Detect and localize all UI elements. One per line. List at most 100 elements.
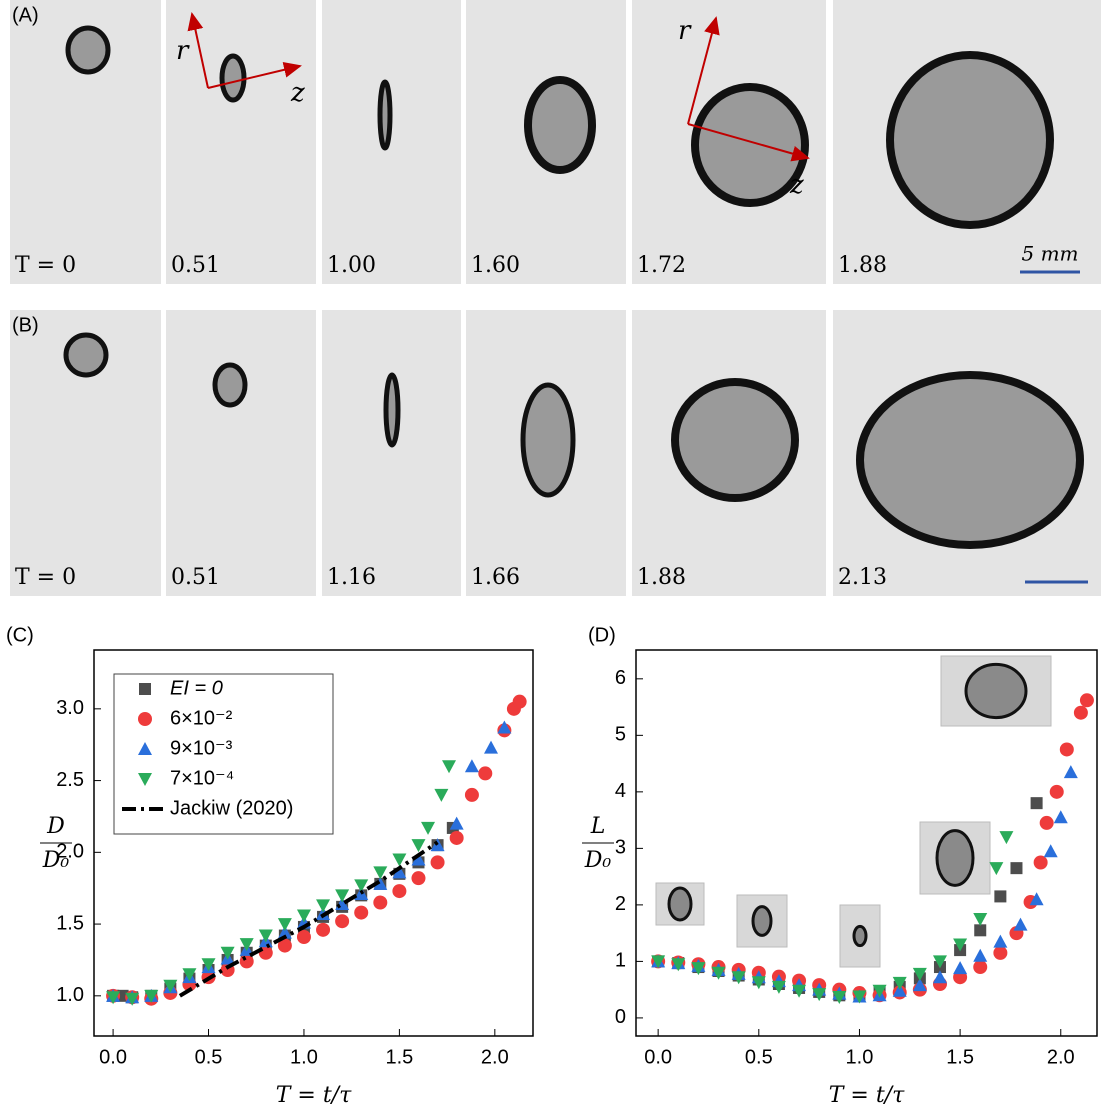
marker: [792, 984, 807, 998]
y-tick-label: 5: [615, 724, 626, 746]
droplet: [856, 371, 1084, 549]
marker: [354, 905, 369, 920]
marker: [373, 876, 388, 890]
marker: [296, 909, 311, 923]
marker: [974, 924, 987, 937]
droplet: [65, 25, 111, 75]
droplet: [383, 372, 401, 448]
time-label: 1.88: [637, 565, 686, 590]
marker: [478, 766, 493, 781]
marker: [277, 925, 292, 939]
axis-arrow: [687, 16, 720, 125]
marker: [1043, 844, 1058, 858]
y-axis-label: D₀: [584, 848, 612, 873]
legend-label: EI = 0: [170, 677, 223, 699]
y-tick-label: 2: [615, 893, 626, 915]
x-axis-label: T = t/τ: [276, 1083, 352, 1108]
marker: [392, 865, 407, 879]
y-tick-label: 2.0: [56, 841, 84, 863]
marker: [484, 740, 499, 754]
marker: [691, 962, 706, 976]
time-label: 1.60: [471, 253, 520, 278]
photo-panel: [322, 0, 461, 284]
marker: [1073, 705, 1088, 720]
x-tick-label: 1.5: [946, 1046, 974, 1068]
y-tick-label: 1.0: [56, 984, 84, 1006]
marker: [392, 853, 407, 867]
marker: [411, 839, 426, 853]
scale-label: 5 mm: [1021, 242, 1078, 266]
y-tick-label: 0: [615, 1006, 626, 1028]
marker: [354, 879, 369, 893]
y-tick-label: 6: [615, 667, 626, 689]
marker: [1030, 797, 1043, 810]
marker: [1039, 815, 1054, 830]
inset-droplet: [667, 886, 693, 922]
marker: [316, 899, 331, 913]
marker: [1059, 742, 1074, 757]
marker: [953, 961, 968, 975]
y-tick-label: 1.5: [56, 912, 84, 934]
plot-frame: [93, 649, 534, 1037]
marker: [999, 831, 1014, 845]
panel-label: (A): [12, 4, 39, 26]
marker: [411, 871, 426, 886]
legend-label: Jackiw (2020): [170, 797, 293, 819]
droplet: [886, 51, 1054, 229]
marker: [512, 694, 527, 709]
droplet: [671, 378, 799, 502]
time-label: 2.13: [838, 565, 887, 590]
panel-label: (B): [12, 314, 39, 336]
marker: [138, 712, 152, 726]
marker: [932, 970, 947, 984]
marker: [912, 967, 927, 981]
y-tick-label: 2.5: [56, 769, 84, 791]
marker: [139, 683, 151, 695]
panel-label: (D): [588, 624, 616, 646]
axis-arrow: [187, 12, 209, 89]
marker: [163, 979, 178, 993]
marker: [651, 955, 666, 969]
x-tick-label: 0.5: [745, 1046, 773, 1068]
x-tick-label: 1.0: [290, 1046, 318, 1068]
fit-line: [178, 840, 439, 998]
droplet: [691, 83, 809, 207]
marker: [220, 946, 235, 960]
axis-arrow: [687, 123, 810, 162]
marker: [973, 948, 988, 962]
time-label: T = 0: [15, 253, 76, 278]
x-tick-label: 0.0: [99, 1046, 127, 1068]
marker: [953, 938, 968, 952]
marker: [258, 929, 273, 943]
marker: [125, 992, 140, 1006]
y-tick-label: 3: [615, 837, 626, 859]
marker: [430, 855, 445, 870]
marker: [497, 720, 512, 734]
marker: [239, 938, 254, 952]
marker: [464, 759, 479, 773]
marker: [1013, 917, 1028, 931]
x-tick-label: 2.0: [481, 1046, 509, 1068]
marker: [852, 990, 867, 1004]
axis-arrow: [207, 61, 302, 89]
marker: [1033, 855, 1048, 870]
inset-droplet: [964, 662, 1028, 720]
marker: [296, 929, 311, 944]
axis-z: z: [290, 78, 305, 108]
time-label: 0.51: [171, 565, 220, 590]
marker: [442, 760, 457, 774]
time-label: 1.88: [838, 253, 887, 278]
y-tick-label: 4: [615, 780, 626, 802]
marker: [832, 991, 847, 1005]
y-tick-label: 1: [615, 950, 626, 972]
time-label: 0.51: [171, 253, 220, 278]
axis-r: r: [176, 36, 190, 66]
time-label: 1.72: [637, 253, 686, 278]
time-label: 1.16: [327, 565, 376, 590]
droplet: [524, 76, 596, 174]
axis-z: z: [789, 170, 804, 200]
x-tick-label: 0.5: [195, 1046, 223, 1068]
marker: [994, 890, 1007, 903]
marker: [373, 895, 388, 910]
